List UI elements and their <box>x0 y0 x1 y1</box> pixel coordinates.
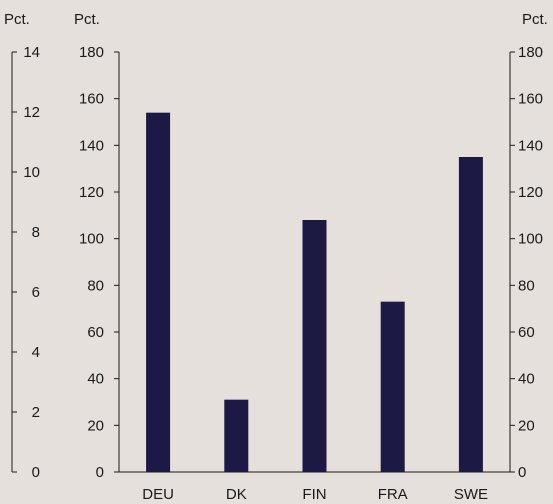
left-axis-tick-label: 160 <box>79 91 104 108</box>
left-axis-tick-label: 0 <box>96 464 104 481</box>
far-left-axis-tick-label: 4 <box>32 344 40 361</box>
left-axis-tick-label: 20 <box>87 417 104 434</box>
right-axis-tick-label: 140 <box>518 137 543 154</box>
far-left-axis: 0 2 4 6 8 10 12 14 <box>11 44 40 481</box>
bar-deu <box>146 112 171 473</box>
right-axis: 0 20 40 60 80 100 120 140 160 180 <box>509 44 543 481</box>
right-axis-tick-label: 180 <box>518 44 543 61</box>
left-axis-tick-label: 140 <box>79 137 104 154</box>
bars <box>119 112 510 473</box>
right-axis-tick-label: 100 <box>518 231 543 248</box>
left-axis-tick-label: 100 <box>79 231 104 248</box>
bar-swe <box>458 157 483 472</box>
bar-dk <box>224 399 249 472</box>
right-axis-tick-label: 160 <box>518 91 543 108</box>
left-axis-tick-label: 60 <box>87 324 104 341</box>
left-axis-tick-label: 40 <box>87 371 104 388</box>
x-tick-label: DK <box>226 486 247 503</box>
left-axis: 0 20 40 60 80 100 120 140 160 180 <box>79 44 120 481</box>
far-left-axis-tick-label: 14 <box>23 44 40 61</box>
right-axis-unit: Pct. <box>522 11 548 28</box>
left-axis-unit: Pct. <box>74 11 100 28</box>
x-tick-label: SWE <box>454 486 488 503</box>
right-axis-tick-label: 40 <box>518 371 535 388</box>
bar-fra <box>380 301 405 472</box>
far-left-axis-tick-label: 0 <box>32 464 40 481</box>
bar-fin <box>302 220 327 472</box>
left-axis-tick-label: 120 <box>79 184 104 201</box>
right-axis-tick-label: 0 <box>518 464 526 481</box>
right-axis-tick-label: 80 <box>518 277 535 294</box>
far-left-axis-tick-label: 6 <box>32 284 40 301</box>
right-axis-tick-label: 120 <box>518 184 543 201</box>
right-axis-tick-label: 60 <box>518 324 535 341</box>
left-axis-tick-label: 180 <box>79 44 104 61</box>
far-left-axis-tick-label: 10 <box>23 164 40 181</box>
far-left-axis-unit: Pct. <box>4 11 30 28</box>
x-tick-label: DEU <box>142 486 174 503</box>
x-tick-label: FRA <box>378 486 408 503</box>
far-left-axis-tick-label: 12 <box>23 104 40 121</box>
left-axis-tick-label: 80 <box>87 277 104 294</box>
x-tick-label: FIN <box>302 486 326 503</box>
far-left-axis-tick-label: 2 <box>32 404 40 421</box>
far-left-axis-tick-label: 8 <box>32 224 40 241</box>
x-axis-labels: DEU DK FIN FRA SWE <box>142 486 488 503</box>
right-axis-tick-label: 20 <box>518 417 535 434</box>
